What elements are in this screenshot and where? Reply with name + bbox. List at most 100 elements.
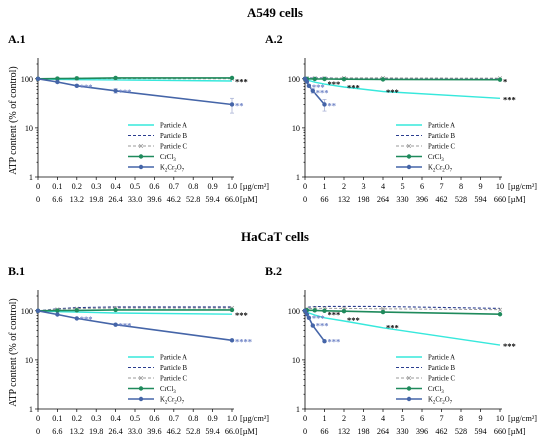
x-tick-label-um: 46.2 (167, 427, 181, 436)
x-tick-label-um: 594 (474, 195, 486, 204)
section-title-hacat: HaCaT cells (241, 229, 309, 244)
panel-label: A.1 (8, 32, 26, 46)
x-tick-label-ug: 0.4 (110, 414, 120, 423)
x-unit-ug: [µg/cm²] (508, 182, 537, 191)
data-point (74, 316, 80, 321)
panel-label: B.2 (265, 264, 282, 278)
data-point (497, 312, 503, 317)
legend-marker (406, 143, 412, 149)
x-tick-label-ug: 0.7 (169, 182, 179, 191)
x-tick-label-ug: 0.8 (188, 182, 198, 191)
x-tick-label-ug: 1 (322, 414, 326, 423)
legend-label: Particle C (428, 143, 455, 150)
significance-marker: *** (80, 314, 93, 324)
panel-label: A.2 (265, 32, 283, 46)
series-line (37, 306, 232, 312)
legend: Particle A Particle B Particle C CrCl3K2Cr2… (396, 354, 455, 405)
legend-marker (406, 164, 412, 170)
data-point (322, 339, 327, 344)
data-point (113, 307, 118, 313)
series-line (37, 307, 232, 312)
x-tick-label-um: 66.0 (225, 195, 239, 204)
panel-b2: B.21101000016621323198426453306396746285… (265, 264, 537, 436)
significance-marker: *** (235, 310, 248, 320)
data-point (312, 76, 317, 82)
x-tick-label-um: 33.0 (128, 427, 142, 436)
x-tick-label-um: 396 (416, 427, 428, 436)
data-point (74, 76, 80, 81)
significance-marker: *** (347, 315, 360, 325)
legend-marker (138, 396, 144, 402)
x-tick-label-ug: 0.7 (169, 414, 179, 423)
series-line (304, 305, 501, 312)
significance-marker: *** (316, 321, 329, 331)
legend-label: Particle A (160, 122, 187, 129)
x-tick-label-um: 264 (377, 195, 389, 204)
x-tick-label-um: 396 (416, 195, 428, 204)
data-point (341, 309, 347, 314)
data-point (302, 308, 308, 313)
data-point (304, 312, 310, 317)
x-unit-ug: [µg/cm²] (508, 414, 537, 423)
legend-label: CrCl3 (428, 386, 444, 395)
x-tick-label-um: 39.6 (147, 195, 161, 204)
data-point (229, 75, 235, 81)
legend-label: Particle A (160, 354, 187, 361)
data-point (74, 308, 80, 313)
x-tick-label-ug: 3 (361, 414, 365, 423)
data-point (113, 88, 118, 93)
data-point (497, 307, 503, 312)
x-tick-label-um: 59.4 (205, 427, 219, 436)
x-tick-label-ug: 0.5 (130, 182, 140, 191)
legend-marker (138, 154, 144, 159)
data-point (380, 309, 386, 315)
x-tick-label-ug: 5 (400, 182, 404, 191)
x-unit-ug: [µg/cm²] (240, 414, 269, 423)
legend: Particle A Particle B Particle C CrCl3K2Cr2… (396, 122, 455, 173)
data-point (310, 88, 315, 93)
x-tick-label-um: 39.6 (147, 427, 161, 436)
section-title-a549: A549 cells (247, 5, 303, 20)
data-point (380, 77, 386, 82)
x-tick-label-um: 19.8 (89, 195, 103, 204)
data-point (229, 307, 235, 313)
x-tick-label-ug: 0.1 (52, 182, 62, 191)
series-particle_b (37, 306, 232, 312)
x-unit-um: [µM] (240, 427, 258, 436)
x-tick-label-ug: 7 (439, 182, 443, 191)
x-tick-label-ug: 0.9 (207, 414, 217, 423)
panel-label: B.1 (8, 264, 25, 278)
data-point (497, 77, 503, 82)
legend-label: Particle B (428, 365, 455, 372)
x-tick-label-ug: 0.3 (91, 182, 101, 191)
y-tick-label: 100 (21, 75, 33, 84)
x-tick-label-ug: 10 (496, 182, 504, 191)
significance-marker: **** (235, 336, 252, 346)
significance-marker: ** (328, 100, 337, 110)
significance-marker: *** (386, 87, 399, 97)
x-tick-label-ug: 4 (381, 182, 385, 191)
x-unit-um: [µM] (508, 195, 526, 204)
legend-label: CrCl3 (428, 154, 444, 163)
data-point (35, 308, 41, 313)
data-point (55, 312, 60, 317)
significance-marker: *** (503, 94, 516, 104)
legend: Particle A Particle B Particle C CrCl3K2Cr2… (128, 122, 187, 173)
x-tick-label-um: 528 (455, 195, 467, 204)
significance-marker: *** (328, 310, 341, 320)
y-tick-label: 1 (29, 173, 33, 182)
x-tick-label-um: 0 (303, 195, 307, 204)
significance-marker: *** (80, 82, 93, 92)
data-point (310, 323, 315, 328)
significance-marker: *** (312, 82, 325, 92)
y-tick-label: 1 (296, 173, 300, 182)
x-tick-label-ug: 6 (420, 182, 424, 191)
legend-label: CrCl3 (160, 154, 176, 163)
x-tick-label-ug: 5 (400, 414, 404, 423)
data-point (55, 308, 60, 313)
series-k2cr2o7 (35, 76, 235, 114)
x-tick-label-um: 26.4 (108, 195, 122, 204)
x-tick-label-um: 0 (303, 427, 307, 436)
data-point (113, 322, 118, 327)
series-k2cr2o7 (35, 308, 235, 343)
